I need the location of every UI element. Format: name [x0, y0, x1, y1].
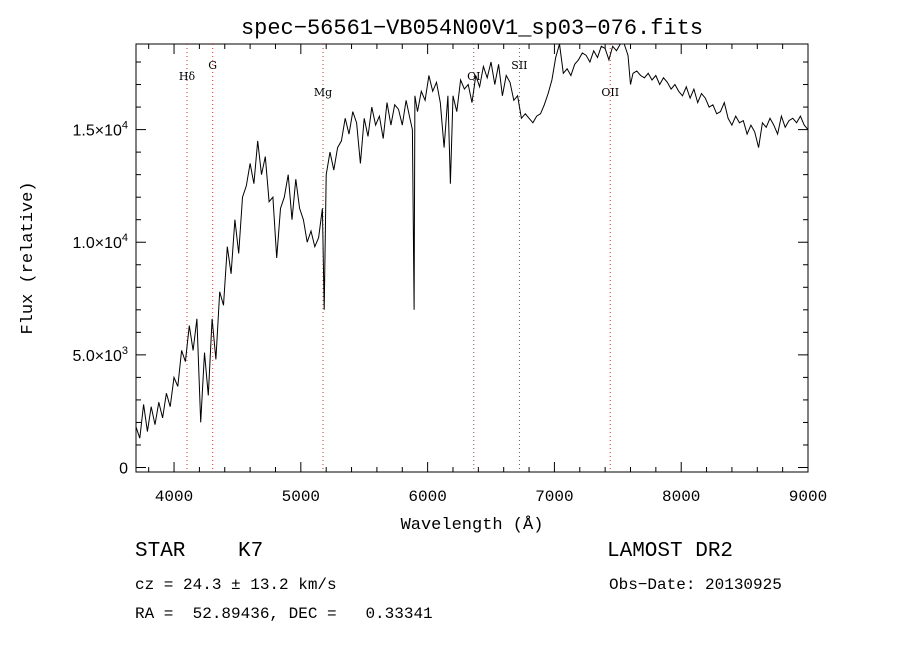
x-tick-label: 7000	[535, 488, 573, 506]
x-tick-label: 9000	[789, 488, 827, 506]
ra-dec-coordinates: RA = 52.89436, DEC = 0.33341	[135, 605, 433, 623]
spectrum-series	[135, 43, 809, 439]
spectral-line-label: G	[208, 59, 217, 72]
axis-ticks: 4000 5000 6000 7000 8000 9000 0 5.0×103 1.0×104 1…	[72, 44, 827, 506]
observation-date: Obs−Date: 20130925	[609, 576, 782, 594]
chart-title: spec−56561−VB054N00V1_sp03−076.fits	[241, 16, 703, 41]
object-class: STAR	[135, 540, 186, 563]
x-tick-label: 5000	[282, 488, 320, 506]
y-axis-label: Flux (relative)	[19, 181, 38, 334]
y-tick-label: 5.0×103	[72, 345, 128, 365]
plot-border	[135, 43, 809, 473]
spectral-line-markers: Hδ G Mg OI SII OII	[179, 44, 619, 472]
spectral-line-label: Hδ	[179, 70, 196, 83]
plot-frame	[135, 43, 809, 473]
x-axis-label: Wavelength (Å)	[401, 516, 544, 535]
y-tick-label: 1.0×104	[72, 232, 128, 252]
y-tick-label: 1.5×104	[72, 120, 128, 140]
spectral-line-label: Mg	[314, 86, 332, 99]
y-tick-label: 0	[119, 460, 128, 477]
survey-name: LAMOST DR2	[607, 540, 734, 563]
x-tick-label: 8000	[662, 488, 700, 506]
spectral-line-label: SII	[511, 59, 527, 72]
redshift-velocity: cz = 24.3 ± 13.2 km/s	[135, 576, 337, 594]
x-tick-label: 6000	[408, 488, 446, 506]
spectral-line-label: OI	[467, 70, 480, 83]
x-tick-label: 4000	[155, 488, 193, 506]
spectrum-line	[135, 43, 809, 439]
object-subclass: K7	[238, 540, 264, 563]
spectral-line-label: OII	[601, 86, 619, 99]
